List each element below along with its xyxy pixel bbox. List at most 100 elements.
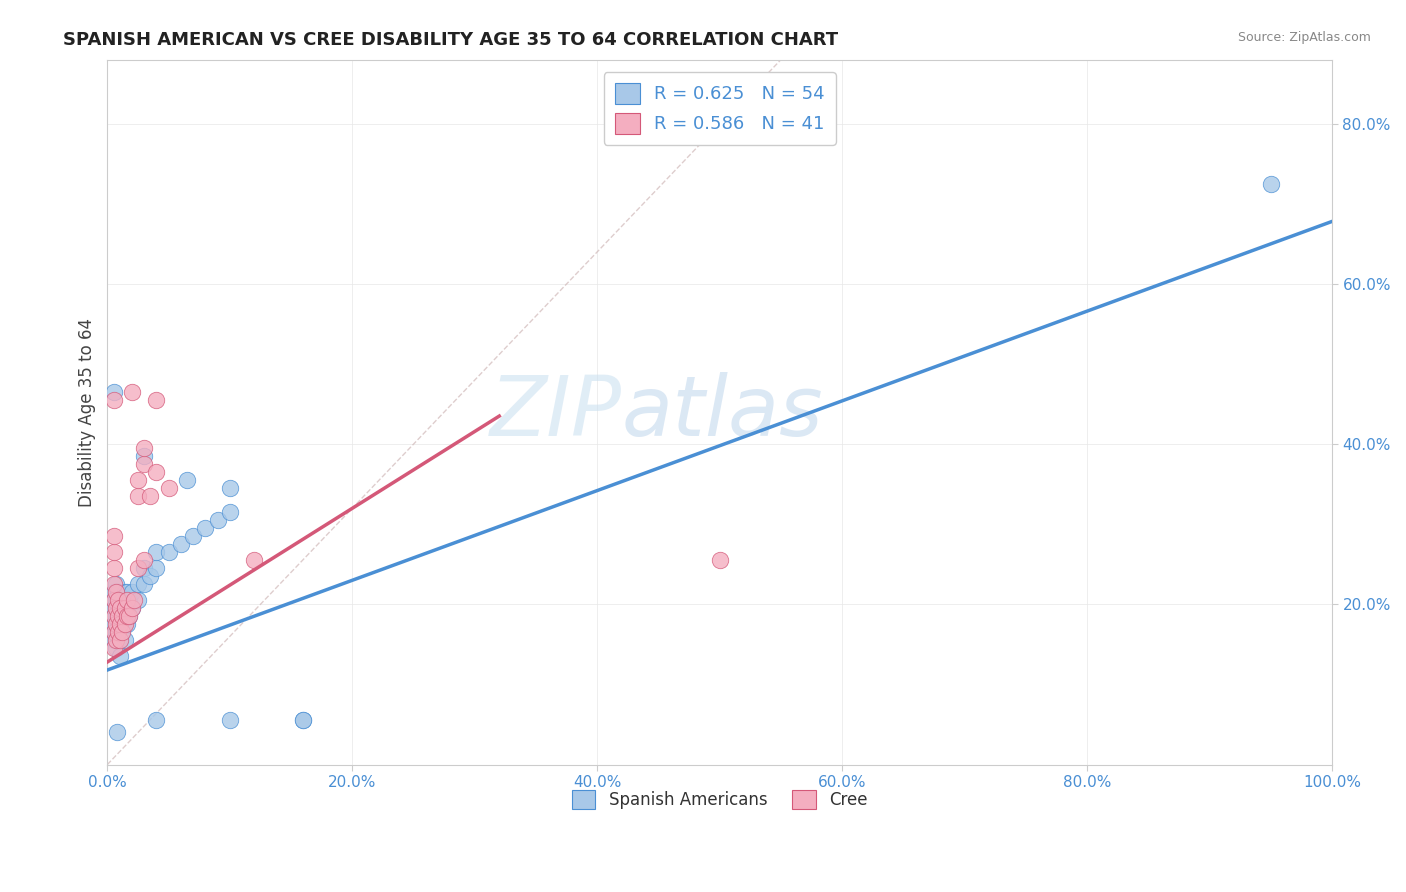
Point <box>176 473 198 487</box>
Point <box>145 714 167 728</box>
Point <box>127 577 149 591</box>
Point <box>111 625 134 640</box>
Point <box>114 617 136 632</box>
Point <box>105 725 128 739</box>
Point <box>103 384 125 399</box>
Point <box>292 714 315 728</box>
Point <box>103 633 125 648</box>
Point <box>111 609 134 624</box>
Point <box>121 601 143 615</box>
Point <box>218 505 240 519</box>
Point <box>115 601 138 615</box>
Y-axis label: Disability Age 35 to 64: Disability Age 35 to 64 <box>79 318 96 507</box>
Text: SPANISH AMERICAN VS CREE DISABILITY AGE 35 TO 64 CORRELATION CHART: SPANISH AMERICAN VS CREE DISABILITY AGE … <box>63 31 838 49</box>
Point <box>103 593 125 607</box>
Point <box>107 593 129 607</box>
Point <box>145 561 167 575</box>
Point <box>118 593 141 607</box>
Point <box>194 521 217 535</box>
Point <box>103 577 125 591</box>
Point <box>104 633 127 648</box>
Point <box>103 392 125 407</box>
Point <box>243 553 266 567</box>
Point <box>121 585 143 599</box>
Point <box>104 593 127 607</box>
Legend: Spanish Americans, Cree: Spanish Americans, Cree <box>565 783 875 816</box>
Point <box>292 714 315 728</box>
Point <box>134 553 156 567</box>
Point <box>104 625 127 640</box>
Point <box>115 609 138 624</box>
Point <box>107 625 129 640</box>
Point <box>121 384 143 399</box>
Point <box>145 545 167 559</box>
Point <box>114 601 136 615</box>
Point <box>107 601 129 615</box>
Point <box>181 529 204 543</box>
Point <box>127 489 149 503</box>
Point <box>114 585 136 599</box>
Point <box>1260 177 1282 191</box>
Point <box>103 609 125 624</box>
Point <box>114 633 136 648</box>
Point <box>118 609 141 624</box>
Point <box>134 561 156 575</box>
Point <box>207 513 229 527</box>
Point <box>107 585 129 599</box>
Point <box>111 609 134 624</box>
Point <box>108 649 131 664</box>
Point <box>115 617 138 632</box>
Point <box>124 593 146 607</box>
Point <box>114 617 136 632</box>
Point <box>127 593 149 607</box>
Point <box>103 545 125 559</box>
Point <box>134 577 156 591</box>
Text: atlas: atlas <box>621 372 824 452</box>
Point <box>107 609 129 624</box>
Point <box>139 489 162 503</box>
Point <box>104 609 127 624</box>
Point <box>108 633 131 648</box>
Point <box>103 625 125 640</box>
Point <box>108 601 131 615</box>
Point <box>104 577 127 591</box>
Point <box>157 545 180 559</box>
Point <box>111 593 134 607</box>
Point <box>118 609 141 624</box>
Point <box>134 449 156 463</box>
Point <box>218 714 240 728</box>
Text: Source: ZipAtlas.com: Source: ZipAtlas.com <box>1237 31 1371 45</box>
Point <box>103 601 125 615</box>
Point <box>115 593 138 607</box>
Point <box>108 617 131 632</box>
Point <box>103 561 125 575</box>
Point <box>104 641 127 656</box>
Text: ZIP: ZIP <box>489 372 621 452</box>
Point <box>127 561 149 575</box>
Point <box>139 569 162 583</box>
Point <box>104 601 127 615</box>
Point <box>709 553 731 567</box>
Point <box>103 585 125 599</box>
Point <box>103 617 125 632</box>
Point <box>170 537 193 551</box>
Point <box>103 529 125 543</box>
Point <box>218 481 240 495</box>
Point <box>107 633 129 648</box>
Point <box>103 641 125 656</box>
Point <box>121 601 143 615</box>
Point <box>134 457 156 471</box>
Point <box>127 473 149 487</box>
Point <box>108 633 131 648</box>
Point <box>107 617 129 632</box>
Point <box>104 585 127 599</box>
Point <box>157 481 180 495</box>
Point <box>145 392 167 407</box>
Point <box>145 465 167 479</box>
Point <box>134 441 156 455</box>
Point <box>115 585 138 599</box>
Point <box>114 601 136 615</box>
Point <box>104 617 127 632</box>
Point <box>108 601 131 615</box>
Point <box>111 625 134 640</box>
